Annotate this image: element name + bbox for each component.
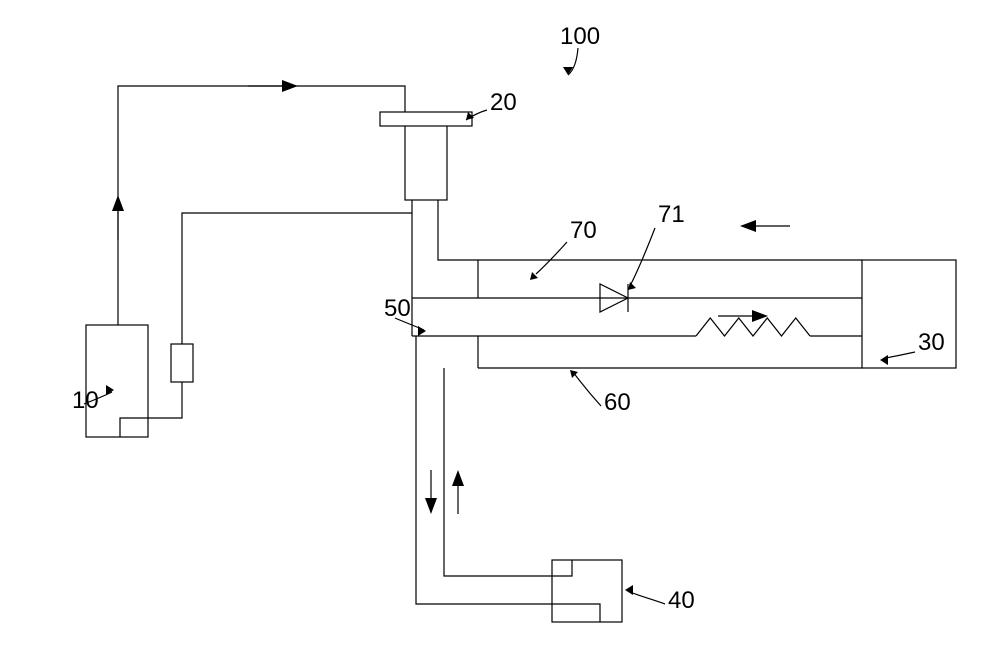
svg-text:50: 50 <box>384 295 411 322</box>
svg-text:40: 40 <box>668 587 695 614</box>
svg-text:20: 20 <box>490 89 517 116</box>
svg-text:60: 60 <box>604 389 631 416</box>
diagram-canvas: 100 20 70 71 30 50 60 10 40 <box>0 0 1000 669</box>
svg-text:71: 71 <box>658 201 685 228</box>
svg-text:70: 70 <box>570 217 597 244</box>
svg-text:30: 30 <box>918 329 945 356</box>
svg-text:10: 10 <box>72 387 99 414</box>
svg-text:100: 100 <box>560 23 600 50</box>
